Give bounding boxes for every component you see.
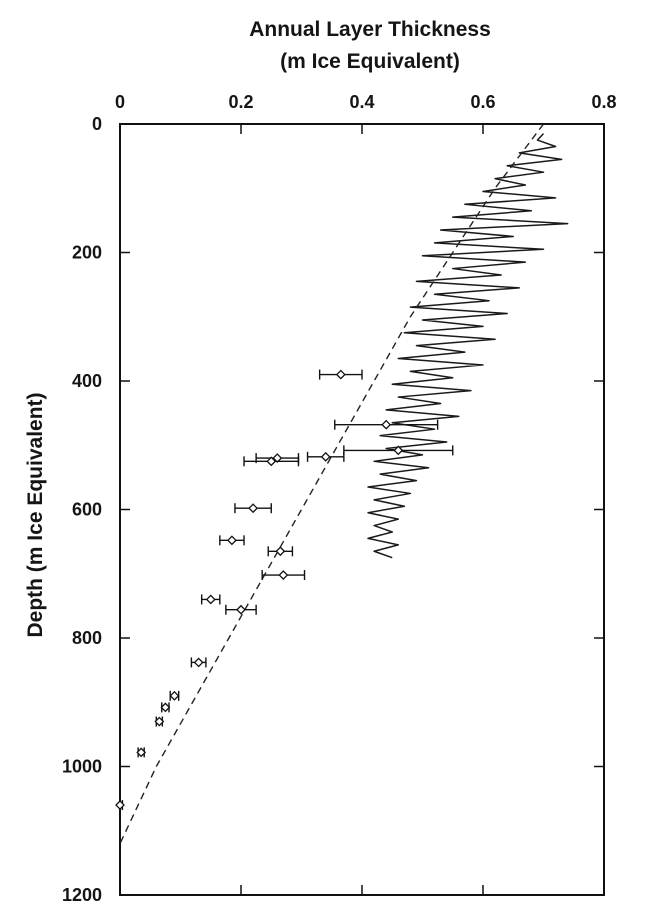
data-point bbox=[136, 747, 147, 758]
data-point bbox=[335, 369, 346, 380]
model-curve bbox=[119, 123, 545, 844]
data-point bbox=[115, 800, 125, 810]
data-point bbox=[320, 451, 331, 462]
data-point bbox=[272, 453, 283, 464]
y-tick-label: 800 bbox=[72, 628, 102, 648]
x-tick-label: 0.6 bbox=[470, 92, 495, 112]
data-point bbox=[248, 503, 259, 514]
data-point bbox=[227, 535, 237, 546]
data-point bbox=[393, 445, 404, 456]
x-tick-label: 0.8 bbox=[591, 92, 616, 112]
y-tick-label: 0 bbox=[92, 114, 102, 134]
data-point bbox=[275, 546, 286, 557]
ice-core-thickness-line bbox=[367, 133, 569, 559]
y-axis-label: Depth (m Ice Equivalent) bbox=[24, 392, 47, 637]
data-point bbox=[205, 594, 216, 605]
x-tick-label: 0 bbox=[115, 92, 125, 112]
y-tick-label: 1000 bbox=[62, 757, 102, 777]
data-point bbox=[278, 570, 289, 580]
chart-title-line-1: Annual Layer Thickness bbox=[249, 18, 491, 41]
data-point bbox=[160, 702, 171, 713]
x-tick-label: 0.4 bbox=[349, 92, 374, 112]
data-point bbox=[236, 604, 246, 615]
y-tick-label: 1200 bbox=[62, 885, 102, 905]
data-point bbox=[169, 690, 180, 701]
y-tick-label: 200 bbox=[72, 243, 102, 263]
data-point bbox=[154, 716, 165, 727]
plot-area: 0 0.2 0.4 0.6 0.8 0 200 400 600 800 1000 1200 bbox=[62, 92, 617, 905]
plot-frame bbox=[119, 123, 605, 896]
data-point bbox=[193, 657, 204, 668]
x-tick-label: 0.2 bbox=[228, 92, 253, 112]
y-tick-label: 600 bbox=[72, 500, 102, 520]
y-tick-label: 400 bbox=[72, 371, 102, 391]
data-point bbox=[381, 419, 392, 430]
data-point bbox=[266, 456, 277, 467]
chart-title-line-2: (m Ice Equivalent) bbox=[280, 50, 460, 73]
